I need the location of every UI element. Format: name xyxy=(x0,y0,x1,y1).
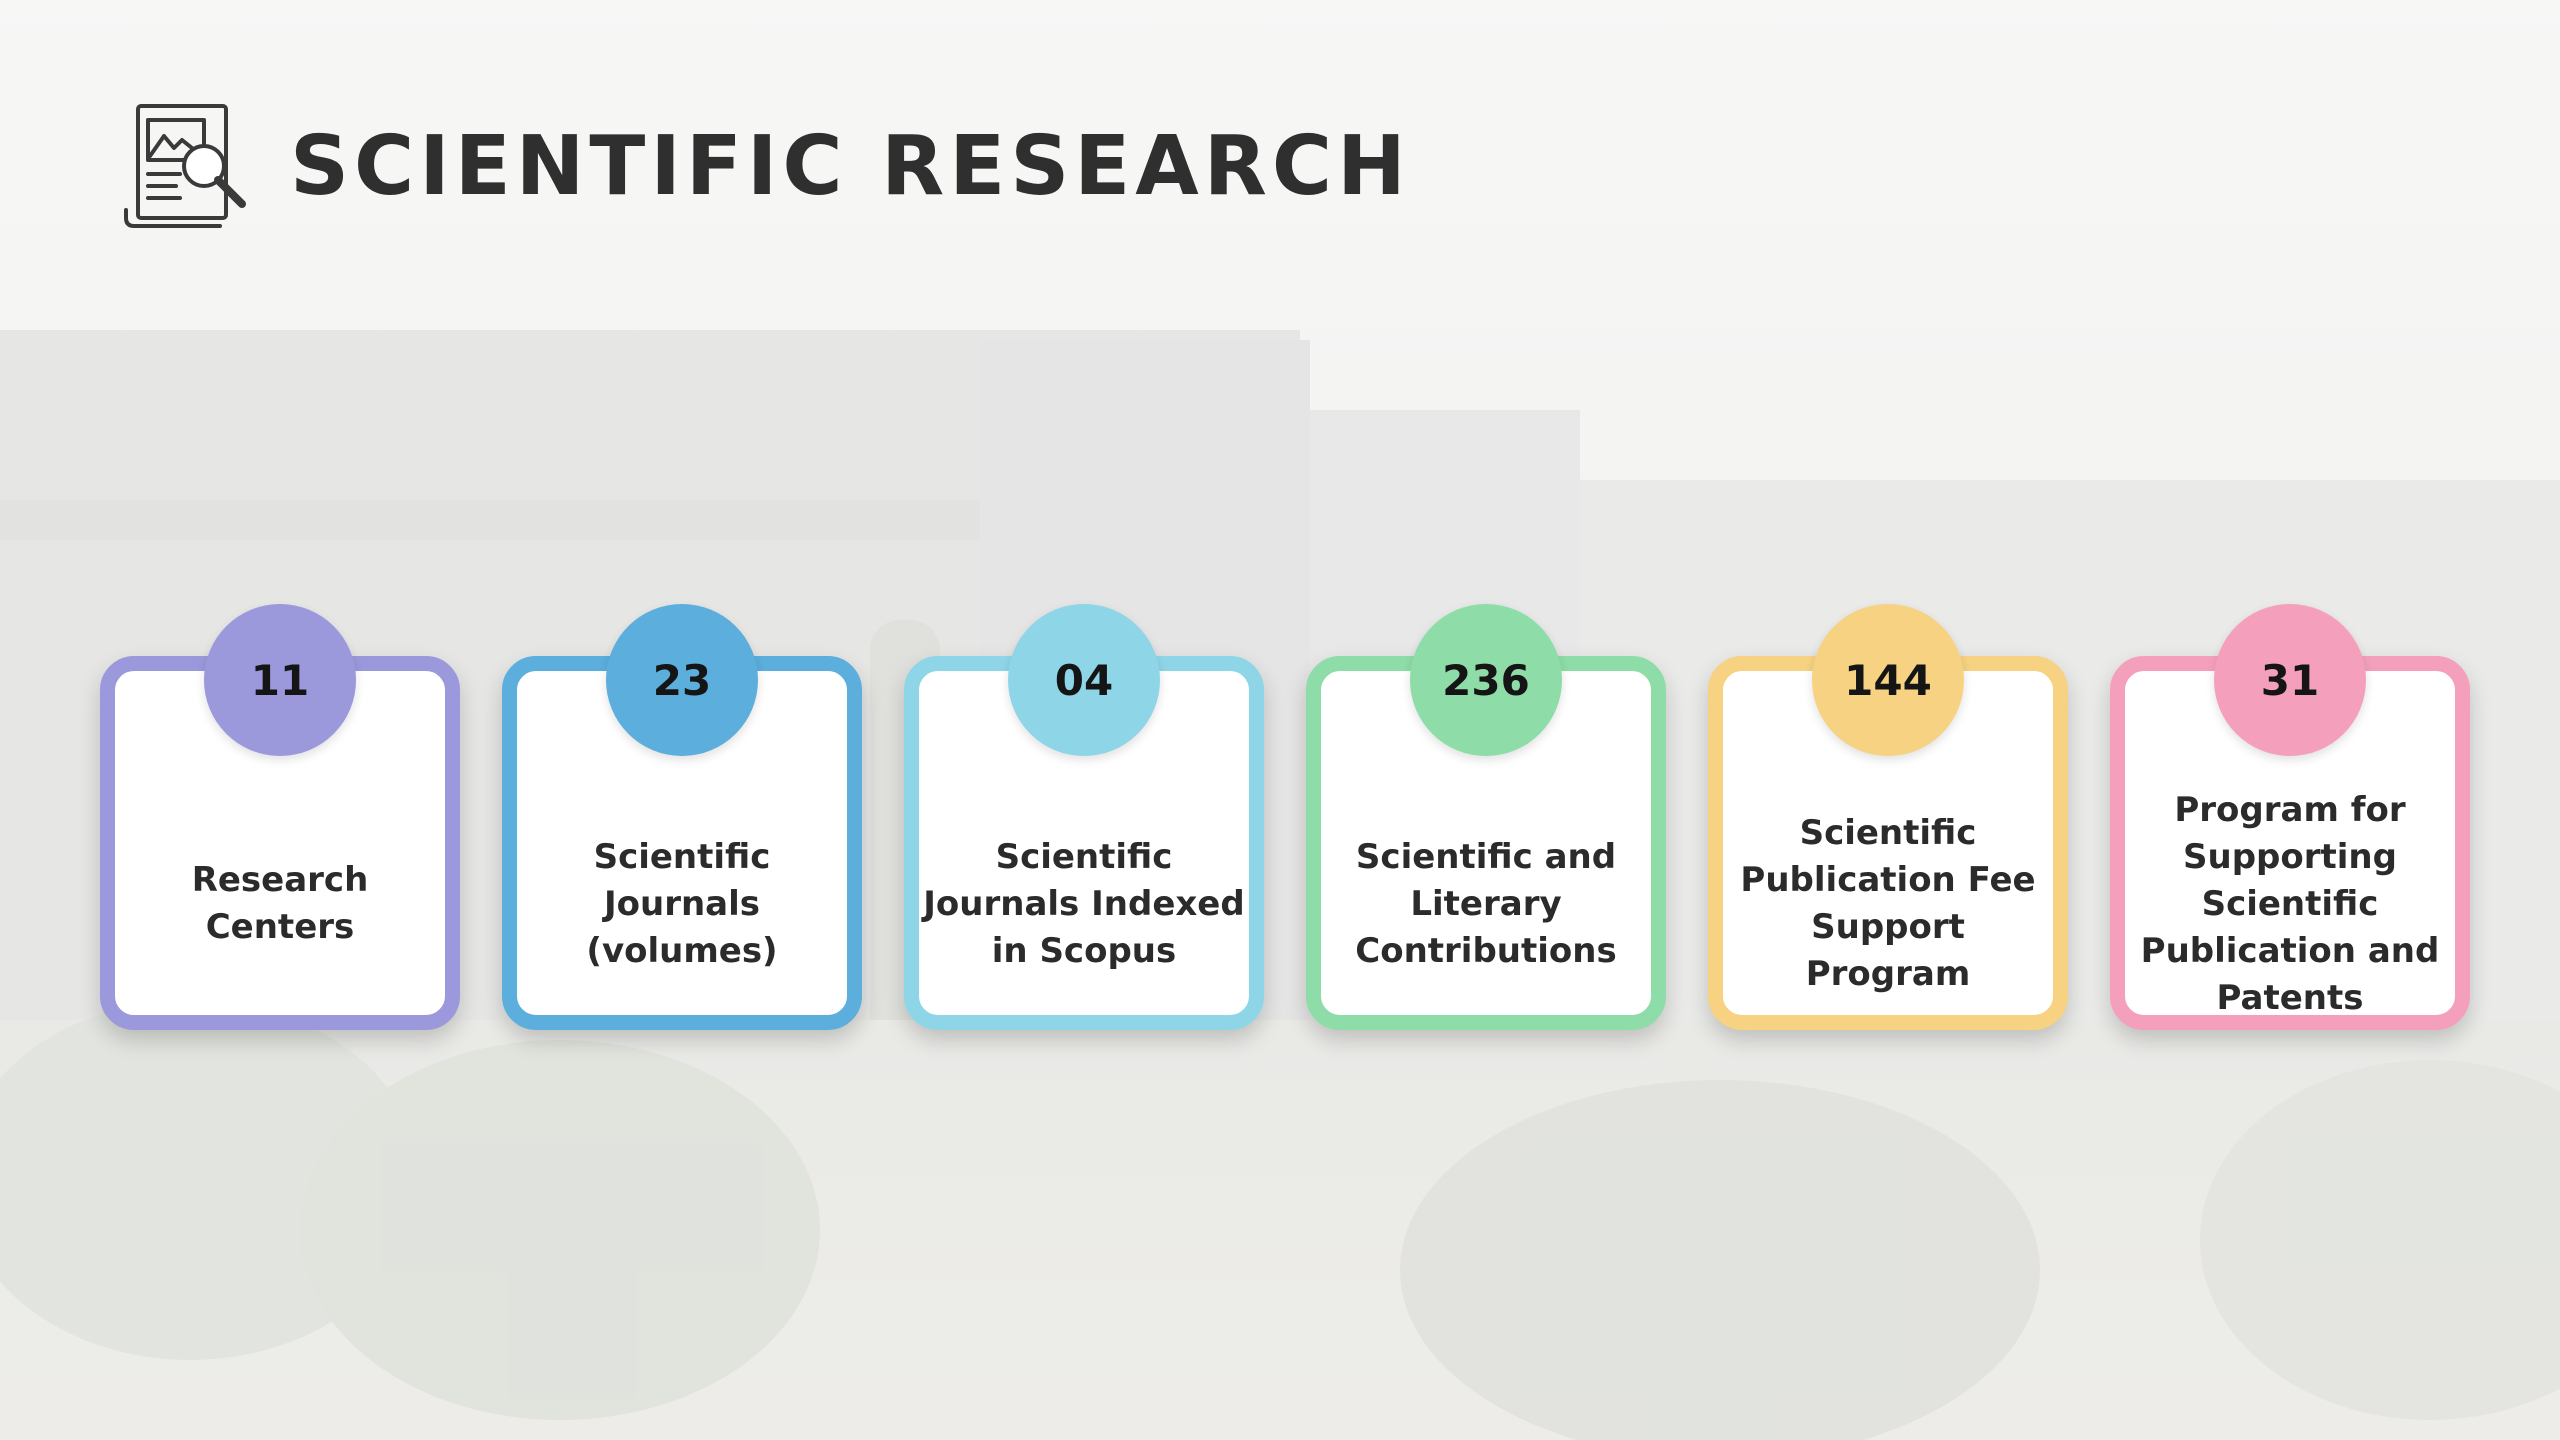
stat-card-research-centers: 11 Research Centers xyxy=(100,600,460,1030)
stat-card-fee-support: 144 Scientific Publication Fee Support P… xyxy=(1708,600,2068,1030)
page-header: SCIENTIFIC RESEARCH xyxy=(120,100,1411,232)
document-search-icon xyxy=(124,104,246,228)
page-title: SCIENTIFIC RESEARCH xyxy=(290,118,1411,214)
stat-value-badge: 236 xyxy=(1410,604,1562,756)
stat-label: Scientific and Literary Contributions xyxy=(1355,836,1617,971)
stat-card-scientific-journals: 23 Scientific Journals (volumes) xyxy=(502,600,862,1030)
stat-card-contributions: 236 Scientific and Literary Contribution… xyxy=(1306,600,1666,1030)
stats-row: 11 Research Centers 23 Scientific Journa… xyxy=(100,600,2470,1040)
stat-label: Scientific Journals (volumes) xyxy=(586,836,778,971)
stat-value-badge: 04 xyxy=(1008,604,1160,756)
stat-value-badge: 144 xyxy=(1812,604,1964,756)
stat-label: Scientific Publication Fee Support Progr… xyxy=(1740,813,2036,994)
stat-label: Program for Supporting Scientific Public… xyxy=(2140,789,2440,1018)
card-frame xyxy=(100,656,460,1030)
stat-label: Research Centers xyxy=(191,860,369,947)
stat-value-badge: 11 xyxy=(204,604,356,756)
stat-value-badge: 31 xyxy=(2214,604,2366,756)
stat-card-publication-patents: 31 Program for Supporting Scientific Pub… xyxy=(2110,600,2470,1030)
stat-value-badge: 23 xyxy=(606,604,758,756)
card-frame xyxy=(2110,656,2470,1030)
stat-card-scopus-journals: 04 Scientific Journals Indexed in Scopus xyxy=(904,600,1264,1030)
stat-label: Scientific Journals Indexed in Scopus xyxy=(923,836,1245,971)
